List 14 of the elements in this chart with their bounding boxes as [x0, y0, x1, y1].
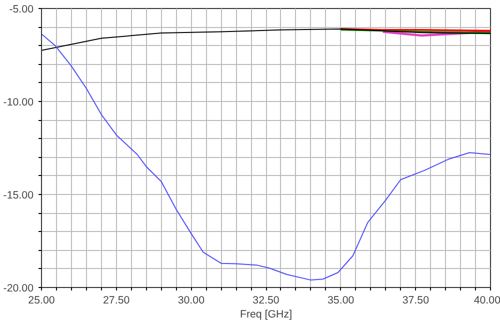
x-tick-label: 40.00	[474, 294, 500, 306]
x-tick-label: 27.50	[103, 294, 130, 306]
x-tick-label: 25.00	[28, 294, 55, 306]
line-series	[42, 33, 490, 281]
x-axis-title: Freq [GHz]	[240, 308, 292, 320]
x-tick-label: 30.00	[178, 294, 205, 306]
y-tick-label: -10.00	[3, 96, 34, 108]
x-tick-label: 32.50	[252, 294, 280, 306]
y-tick-label: -20.00	[3, 282, 34, 294]
y-tick-label: -15.00	[3, 190, 34, 202]
line-series	[42, 28, 490, 51]
x-tick-label: 35.00	[328, 294, 354, 306]
y-tick-label: -5.00	[9, 4, 34, 16]
x-tick-label: 37.50	[402, 294, 430, 306]
